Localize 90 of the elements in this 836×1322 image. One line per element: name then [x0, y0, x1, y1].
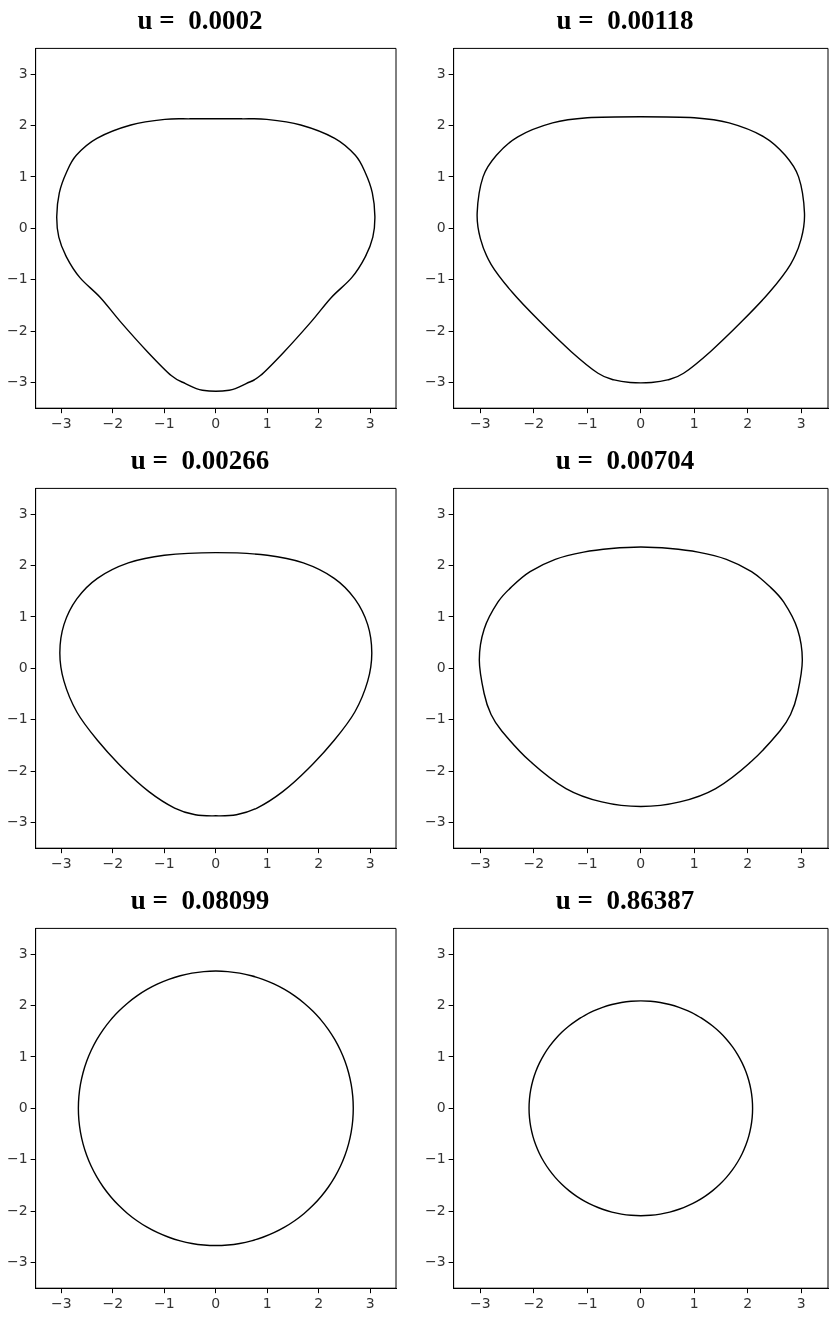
y-tick-label: 1 [18, 1047, 28, 1064]
y-tick-label: −2 [425, 1201, 446, 1218]
y-tick-label: 2 [436, 556, 446, 573]
y-tick-label: 2 [18, 996, 28, 1013]
y-tick-label: −1 [7, 270, 28, 287]
x-tick-label: 0 [636, 1295, 646, 1312]
y-tick-label: 3 [18, 504, 28, 521]
x-tick-label: −1 [154, 1295, 175, 1312]
x-tick-label: 2 [314, 855, 324, 872]
y-tick-label: 2 [18, 556, 28, 573]
y-tick-label: 0 [18, 218, 28, 235]
y-tick-label: −3 [425, 1253, 446, 1270]
x-tick-label: −2 [523, 415, 545, 432]
chart-title: u = 0.86387 [555, 885, 695, 916]
y-tick-label: −3 [425, 373, 446, 390]
y-tick-label: −2 [7, 1201, 28, 1218]
y-tick-label: 2 [436, 116, 446, 133]
y-tick-label: 3 [436, 944, 446, 961]
x-tick-label: −3 [470, 1295, 491, 1312]
chart-title: u = 0.00266 [130, 445, 270, 476]
x-tick-label: 3 [365, 1295, 375, 1312]
chart-title: u = 0.08099 [130, 885, 270, 916]
y-tick-label: −2 [425, 761, 446, 778]
y-tick-label: 3 [436, 504, 446, 521]
x-tick-label: 2 [743, 1295, 753, 1312]
y-tick-label: −3 [7, 813, 28, 830]
x-tick-label: −2 [102, 1295, 124, 1312]
y-tick-label: −2 [425, 321, 446, 338]
y-tick-label: 0 [436, 218, 446, 235]
y-tick-label: 1 [436, 607, 446, 624]
y-tick-label: −3 [425, 813, 446, 830]
y-tick-label: 1 [18, 607, 28, 624]
y-tick-label: 1 [436, 167, 446, 184]
x-tick-label: 0 [636, 855, 646, 872]
x-tick-label: 3 [796, 1295, 806, 1312]
y-tick-label: −1 [7, 1150, 28, 1167]
x-tick-label: 2 [314, 1295, 324, 1312]
x-tick-label: −2 [102, 855, 124, 872]
chart-title: u = 0.00118 [556, 5, 694, 36]
x-tick-label: 2 [743, 855, 753, 872]
x-tick-label: 3 [365, 415, 375, 432]
x-tick-label: −2 [523, 1295, 545, 1312]
x-tick-label: 3 [796, 855, 806, 872]
x-tick-label: −2 [523, 855, 545, 872]
x-tick-label: 2 [743, 415, 753, 432]
y-tick-label: −1 [425, 270, 446, 287]
y-tick-label: −3 [7, 373, 28, 390]
y-tick-label: 1 [18, 167, 28, 184]
x-tick-label: −3 [51, 415, 72, 432]
x-tick-label: 1 [689, 855, 699, 872]
x-tick-label: 0 [636, 415, 646, 432]
x-tick-label: 2 [314, 415, 324, 432]
x-tick-label: 1 [262, 855, 272, 872]
y-tick-label: 1 [436, 1047, 446, 1064]
x-tick-label: 1 [262, 415, 272, 432]
x-tick-label: −2 [102, 415, 124, 432]
chart-title: u = 0.00704 [555, 445, 695, 476]
x-tick-label: 0 [211, 1295, 221, 1312]
y-tick-label: −2 [7, 321, 28, 338]
y-tick-label: 2 [18, 116, 28, 133]
x-tick-label: −3 [51, 855, 72, 872]
x-tick-label: −3 [470, 415, 491, 432]
y-tick-label: 0 [436, 658, 446, 675]
x-tick-label: 1 [689, 415, 699, 432]
chart-title: u = 0.0002 [137, 5, 263, 36]
y-tick-label: 3 [18, 64, 28, 81]
y-tick-label: 3 [18, 944, 28, 961]
y-tick-label: −2 [7, 761, 28, 778]
y-tick-label: 0 [18, 658, 28, 675]
x-tick-label: −3 [51, 1295, 72, 1312]
x-tick-label: −1 [154, 855, 175, 872]
x-tick-label: 0 [211, 855, 221, 872]
x-tick-label: −1 [577, 1295, 598, 1312]
y-tick-label: −1 [7, 710, 28, 727]
x-tick-label: 1 [262, 1295, 272, 1312]
x-tick-label: 1 [689, 1295, 699, 1312]
y-tick-label: −1 [425, 710, 446, 727]
x-tick-label: −1 [154, 415, 175, 432]
y-tick-label: 0 [436, 1098, 446, 1115]
x-tick-label: 3 [365, 855, 375, 872]
y-tick-label: 0 [18, 1098, 28, 1115]
x-tick-label: 3 [796, 415, 806, 432]
x-tick-label: −3 [470, 855, 491, 872]
x-tick-label: −1 [577, 415, 598, 432]
y-tick-label: 3 [436, 64, 446, 81]
y-tick-label: 2 [436, 996, 446, 1013]
y-tick-label: −3 [7, 1253, 28, 1270]
x-tick-label: 0 [211, 415, 221, 432]
y-tick-label: −1 [425, 1150, 446, 1167]
x-tick-label: −1 [577, 855, 598, 872]
